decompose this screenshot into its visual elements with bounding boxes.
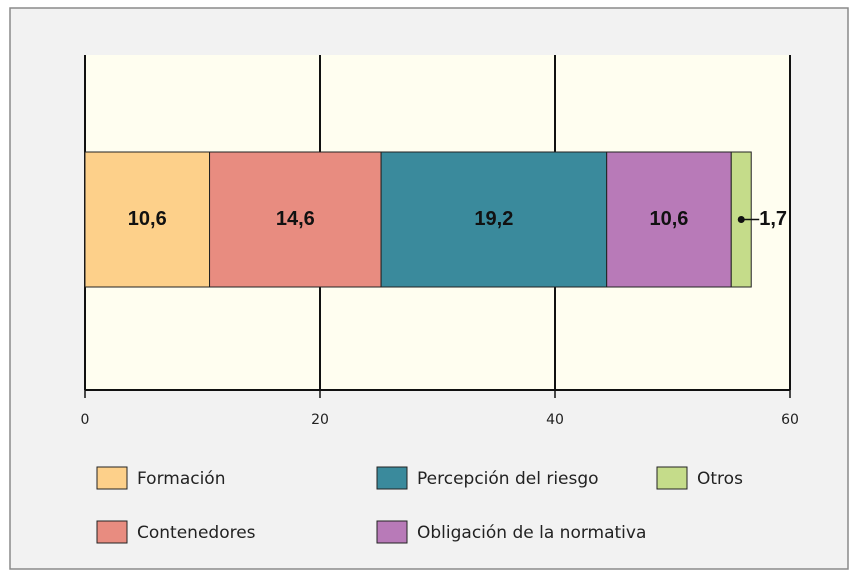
legend-swatch [96,466,128,490]
bar-segment [84,151,211,288]
x-tick-label: 40 [546,412,564,428]
value-label: 10,6 [650,208,689,230]
bar-segment [380,151,608,288]
legend-label: Formación [137,469,226,489]
legend-swatch [96,520,128,544]
value-label: 10,6 [128,208,167,230]
legend-label: Obligación de la normativa [417,523,646,543]
bar-segment [209,151,382,288]
x-tick-label: 20 [311,412,329,428]
legend-label: Contenedores [137,523,256,543]
x-tick-label: 0 [81,412,90,428]
legend-swatch [376,520,408,544]
value-label: 14,6 [276,208,315,230]
value-label: 1,7 [759,208,787,230]
bar-segment [606,151,732,288]
legend-swatch [376,466,408,490]
legend-swatch [656,466,688,490]
legend-label: Percepción del riesgo [417,469,599,489]
x-tick-label: 60 [781,412,799,428]
value-label: 19,2 [474,208,513,230]
legend-label: Otros [697,469,743,489]
